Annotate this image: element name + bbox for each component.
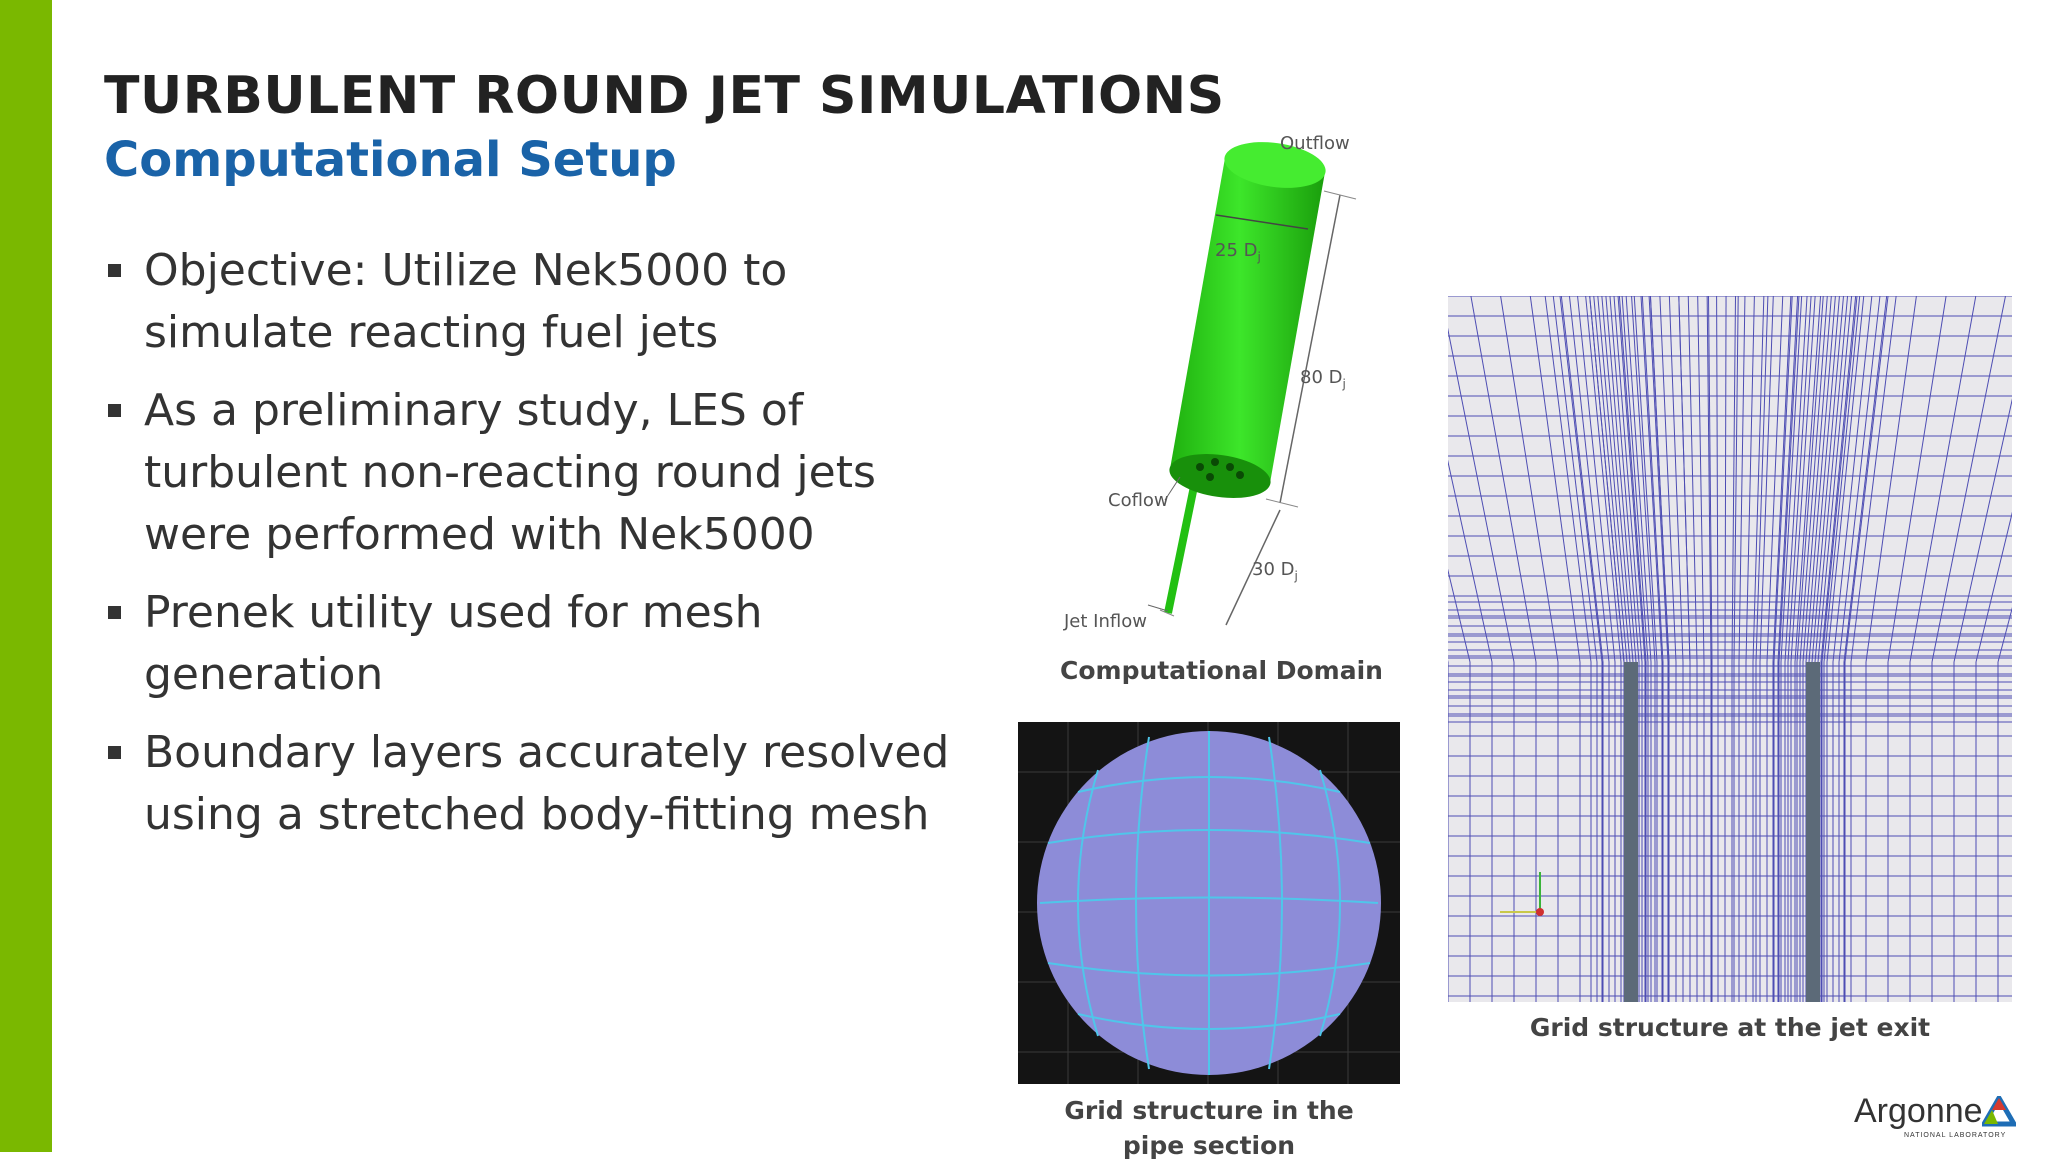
bullet-item: Prenek utility used for mesh generation [104, 582, 984, 706]
jet-exit-caption: Grid structure at the jet exit [1529, 1013, 1931, 1042]
bullet-item: Objective: Utilize Nek5000 to simulate r… [104, 240, 984, 364]
pipe-grid-image [1018, 722, 1400, 1084]
square-bullet-icon [108, 746, 121, 759]
jet-pipe-wall-left [1624, 662, 1638, 1002]
bullet-item: As a preliminary study, LES of turbulent… [104, 380, 984, 566]
domain-caption: Computational Domain [1060, 656, 1383, 685]
left-accent-bar [0, 0, 52, 1152]
length-pipe-label: 30 Dj [1252, 559, 1298, 583]
argonne-triangle-icon [1982, 1096, 2016, 1127]
slide-subtitle: Computational Setup [104, 132, 677, 188]
jet-pipe-wall-right [1806, 662, 1820, 1002]
inflow-pipe [1164, 466, 1202, 614]
jet-inflow-label: Jet Inflow [1063, 611, 1147, 632]
bullet-list: Objective: Utilize Nek5000 to simulate r… [104, 240, 984, 862]
coflow-label: Coflow [1108, 490, 1169, 511]
diameter-label: 25 Dj [1215, 240, 1261, 264]
pipe-caption: Grid structure in the pipe section [1064, 1096, 1354, 1160]
axes-triad-icon [1500, 872, 1544, 916]
slide-title: TURBULENT ROUND JET SIMULATIONS [104, 66, 1225, 126]
cylinder-top [1224, 142, 1326, 188]
square-bullet-icon [108, 404, 121, 417]
domain-cylinder [1170, 158, 1325, 483]
outflow-label: Outflow [1280, 133, 1350, 154]
length-main-label: 80 Dj [1300, 367, 1346, 391]
computational-domain-diagram: Outflow 25 Dj 80 Dj Coflow 30 Dj Jet Inf… [1063, 133, 1357, 632]
square-bullet-icon [108, 606, 121, 619]
jet-exit-grid-image [1448, 296, 2012, 1002]
bullet-item: Boundary layers accurately resolved usin… [104, 722, 984, 846]
square-bullet-icon [108, 264, 121, 277]
argonne-logo: Argonne NATIONAL LABORATORY [1854, 1092, 2016, 1142]
